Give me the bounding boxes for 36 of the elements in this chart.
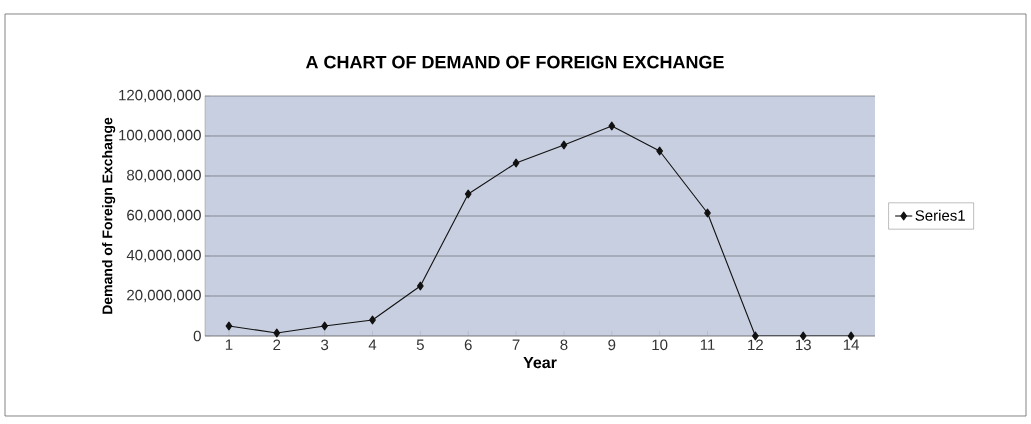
x-tick-label: 11: [700, 339, 715, 350]
point: [512, 158, 520, 168]
point: [273, 328, 281, 338]
x-tick-label: 3: [321, 339, 329, 351]
x-tick-label: 10: [652, 339, 668, 351]
y-axis-title: Demand of Foreign Exchange: [102, 117, 116, 314]
legend-label: Series1: [915, 209, 965, 221]
point: [656, 146, 664, 156]
point: [704, 208, 711, 218]
x-tick-label: 14: [843, 339, 859, 350]
point: [560, 140, 568, 150]
x-tick-label: 1: [225, 339, 233, 350]
point: [416, 281, 424, 291]
point: [225, 321, 233, 331]
y-tick-label: 80,000,000: [127, 169, 201, 183]
x-tick-label: 9: [608, 339, 616, 351]
y-tick-label: 0: [193, 330, 201, 342]
x-tick-label: 4: [368, 339, 377, 350]
x-axis-title: Year: [523, 357, 557, 369]
x-tick-label: 6: [464, 339, 472, 351]
point: [321, 321, 329, 331]
y-tick-label: 120,000,000: [119, 89, 201, 103]
point: [464, 189, 472, 199]
y-tick-label: 20,000,000: [127, 289, 201, 303]
x-tick-label: 13: [796, 339, 811, 351]
x-tick-label: 2: [273, 339, 281, 351]
y-tick-label: 40,000,000: [126, 249, 201, 263]
x-tick-label: 7: [512, 339, 520, 350]
point: [608, 121, 616, 131]
x-tick-label: 5: [416, 339, 424, 350]
chart-title: A CHART OF DEMAND OF FOREIGN EXCHANGE: [305, 55, 724, 69]
y-tick-label: 100,000,000: [119, 129, 201, 143]
x-tick-label: 8: [560, 339, 568, 351]
x-tick-label: 12: [748, 339, 763, 351]
point: [369, 315, 376, 325]
y-tick-label: 60,000,000: [127, 209, 201, 223]
